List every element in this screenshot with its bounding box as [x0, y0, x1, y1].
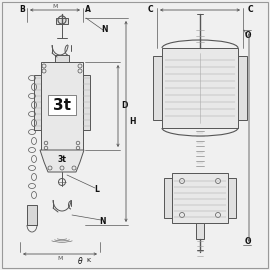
Text: N: N — [102, 25, 108, 35]
Text: C: C — [247, 5, 253, 14]
Bar — [48, 95, 76, 115]
Bar — [162, 48, 238, 128]
Text: M: M — [52, 5, 58, 9]
Text: H: H — [129, 116, 135, 126]
Text: N: N — [100, 218, 106, 227]
Text: L: L — [94, 185, 99, 194]
Bar — [238, 56, 247, 120]
Bar — [228, 178, 236, 218]
Text: O: O — [245, 32, 251, 40]
Text: O: O — [245, 238, 251, 247]
Text: 3t: 3t — [58, 156, 66, 164]
Bar — [27, 205, 37, 225]
Bar — [164, 178, 172, 218]
Text: D: D — [121, 102, 127, 110]
Text: C: C — [147, 5, 153, 14]
Bar — [41, 62, 83, 150]
Text: A: A — [85, 5, 91, 14]
Text: $\theta$: $\theta$ — [77, 255, 83, 265]
Text: 3t: 3t — [53, 97, 71, 113]
Bar — [172, 173, 228, 223]
Polygon shape — [40, 150, 84, 172]
Bar — [34, 75, 41, 130]
Text: K: K — [86, 258, 90, 262]
Text: M: M — [57, 255, 63, 261]
Text: B: B — [19, 5, 25, 14]
Bar — [55, 55, 69, 62]
Bar — [153, 56, 162, 120]
Bar — [56, 18, 68, 24]
Bar — [196, 223, 204, 239]
Bar — [83, 75, 90, 130]
